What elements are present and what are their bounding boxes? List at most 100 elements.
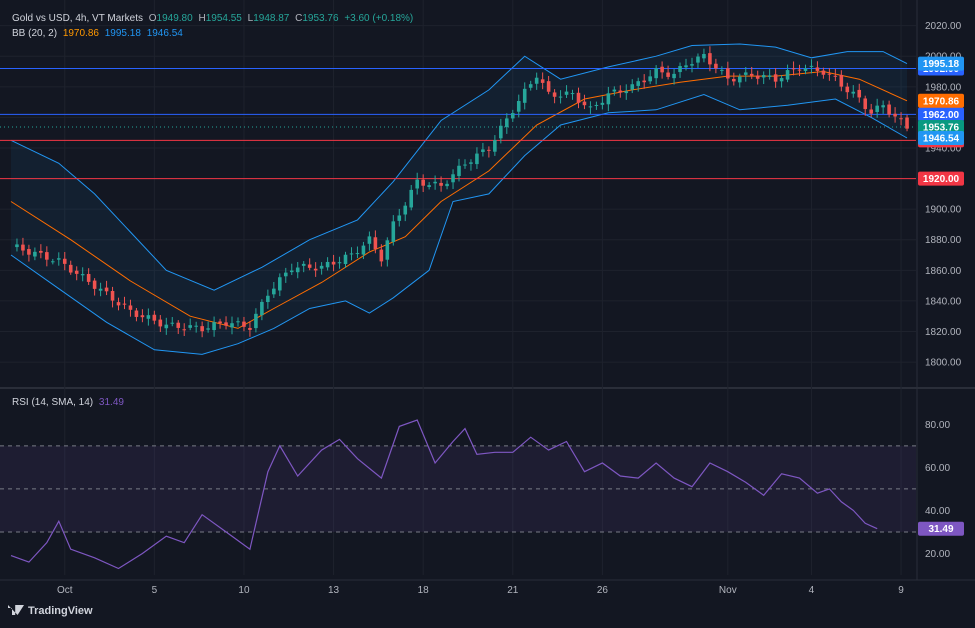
price-tick-label: 1840.00 (925, 296, 962, 307)
candle-body (68, 264, 73, 273)
candle-body (654, 68, 658, 79)
candle-body (684, 65, 688, 68)
candle-body (702, 54, 706, 59)
candle-body (164, 324, 169, 329)
candle-body (439, 182, 443, 186)
price-tick-label: 1820.00 (925, 327, 962, 338)
candle-body (714, 63, 718, 69)
candle-body (451, 174, 455, 183)
tradingview-logo[interactable]: TradingView (8, 605, 93, 617)
candle-body (469, 162, 473, 164)
candle-body (80, 274, 85, 276)
bb-legend: BB (20, 2) 1970.86 1995.18 1946.54 (12, 28, 186, 39)
low-value: 1948.87 (253, 13, 290, 24)
candle-body (230, 323, 234, 328)
price-tick-label: 2020.00 (925, 21, 962, 32)
candle-body (385, 240, 390, 260)
candle-body (791, 68, 796, 70)
time-tick-label: 9 (898, 585, 904, 596)
bb-basis-line (10, 70, 908, 329)
open-label: O (148, 13, 157, 24)
candle-body (313, 268, 318, 271)
candle-body (851, 91, 856, 94)
candle-body (475, 153, 479, 165)
candle-body (134, 310, 139, 317)
candle-body (558, 96, 563, 98)
change-value: +3.60 (+0.18%) (344, 13, 414, 24)
candle-body (236, 321, 240, 323)
bb-lower-line (10, 93, 908, 355)
rsi-tick-label: 60.00 (925, 463, 950, 474)
candle-body (45, 252, 49, 260)
candle-body (188, 325, 192, 328)
candle-body (110, 291, 115, 301)
candle-body (887, 104, 891, 115)
price-badge-bg (918, 56, 964, 71)
high-label: H (198, 13, 206, 24)
bb-label: BB (20, 2) (12, 28, 58, 39)
price-badge-label: 1995.18 (923, 59, 960, 70)
candle-body (899, 118, 903, 120)
candle-body (821, 70, 826, 75)
candle-body (170, 322, 175, 324)
candle-body (457, 165, 461, 177)
candle-body (552, 92, 557, 97)
candle-body (827, 73, 832, 75)
bb-basis-value: 1970.86 (62, 28, 99, 39)
candle-body (379, 249, 384, 262)
candle-body (612, 89, 617, 92)
candle-body (672, 73, 676, 79)
candle-body (690, 64, 694, 66)
candle-body (349, 253, 354, 255)
candle-body (576, 92, 581, 103)
time-tick-label: 26 (597, 585, 609, 596)
candle-body (56, 258, 61, 260)
time-tick-label: Oct (57, 585, 73, 596)
time-tick-label: Nov (719, 585, 737, 596)
price-badge-label: 1953.76 (923, 122, 960, 133)
tradingview-logo-icon (8, 605, 24, 615)
candle-body (534, 77, 539, 84)
candle-body (797, 69, 802, 71)
candle-body (272, 288, 276, 295)
candle-body (266, 295, 270, 303)
price-tick-label: 1880.00 (925, 235, 962, 246)
candle-body (809, 65, 814, 67)
candle-body (27, 249, 31, 255)
symbol-legend: Gold vs USD, 4h, VT Markets O1949.80 H19… (12, 13, 416, 24)
candle-body (409, 189, 414, 208)
candle-body (427, 185, 431, 188)
candle-body (146, 315, 151, 319)
candle-body (373, 237, 378, 249)
candle-body (761, 75, 766, 78)
candle-body (295, 267, 300, 273)
rsi-tick-label: 40.00 (925, 506, 950, 517)
candle-body (487, 149, 491, 151)
candle-body (678, 66, 682, 73)
candle-body (737, 76, 742, 83)
candle-body (875, 105, 879, 113)
close-label: C (295, 13, 303, 24)
candle-body (481, 149, 485, 152)
candle-body (755, 75, 760, 79)
candle-body (767, 75, 772, 77)
candle-body (128, 305, 133, 310)
candle-body (403, 205, 408, 215)
candle-body (600, 102, 605, 105)
candle-body (301, 263, 306, 266)
candle-body (636, 81, 641, 86)
high-value: 1954.55 (205, 13, 242, 24)
open-value: 1949.80 (156, 13, 193, 24)
candle-body (218, 321, 222, 324)
candle-body (62, 258, 67, 264)
candle-body (86, 273, 91, 282)
level-badge-label: 1920.00 (923, 174, 960, 185)
time-tick-label: 4 (809, 585, 815, 596)
candle-body (833, 75, 838, 77)
candle-body (182, 329, 187, 331)
candle-body (158, 319, 163, 327)
candle-body (510, 113, 515, 119)
candle-body (588, 106, 593, 108)
candle-body (881, 105, 885, 108)
